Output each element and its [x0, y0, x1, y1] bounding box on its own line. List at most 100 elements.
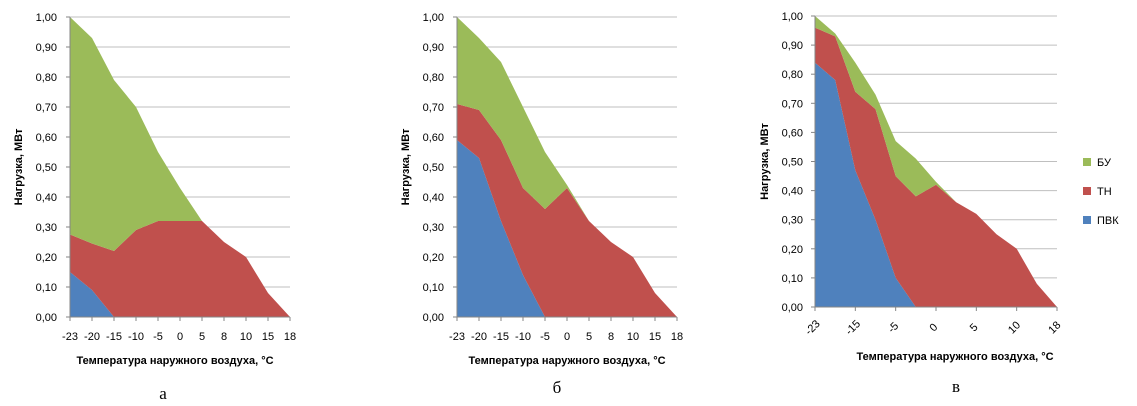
y-tick-label: 0,60 [36, 132, 57, 144]
x-tick-labels: -23 -20 -15 -10 -5 0 5 8 10 15 18 [449, 317, 683, 343]
legend: БУ ТН ПВК [1083, 157, 1119, 227]
y-tick-label: 0,30 [423, 222, 444, 234]
x-tick-label: 18 [1046, 319, 1063, 336]
x-tick-label: -15 [493, 331, 509, 343]
y-tick-label: 0,10 [782, 273, 803, 285]
y-tick-label: 0,30 [782, 215, 803, 227]
x-tick-label: 10 [240, 331, 252, 343]
x-tick-label: -23 [62, 331, 78, 343]
y-tick-label: 0,70 [36, 102, 57, 114]
area-pvk [70, 272, 290, 317]
y-tick-label: 0,40 [782, 186, 803, 198]
y-tick-label: 0,00 [782, 302, 803, 314]
y-tick-label: 0,50 [423, 162, 444, 174]
y-tick-label: 0,80 [423, 72, 444, 84]
x-tick-label: 0 [564, 331, 570, 343]
chart-caption: а [159, 384, 167, 403]
y-tick-label: 1,00 [36, 12, 57, 24]
y-tick-label: 0,80 [36, 72, 57, 84]
areas [70, 17, 290, 317]
x-tick-label: 0 [177, 331, 183, 343]
x-tick-labels: -23 -15 -5 0 5 10 18 [803, 307, 1063, 338]
y-tick-label: 0,60 [423, 132, 444, 144]
y-tick-label: 1,00 [423, 12, 444, 24]
x-tick-label: -23 [449, 331, 465, 343]
x-tick-label: 0 [927, 321, 940, 334]
x-tick-label: 8 [221, 331, 227, 343]
x-tick-label: -20 [84, 331, 100, 343]
y-axis-label: Нагрузка, МВт [13, 128, 25, 205]
x-axis-label: Температура наружного воздуха, °С [76, 355, 273, 367]
y-tick-label: 0,50 [36, 162, 57, 174]
y-tick-label: 0,40 [423, 192, 444, 204]
x-tick-label: -15 [106, 331, 122, 343]
legend-label: ТН [1097, 186, 1112, 198]
y-tick-label: 0,50 [782, 157, 803, 169]
y-tick-label: 0,40 [36, 192, 57, 204]
y-tick-label: 0,20 [423, 252, 444, 264]
y-axis-label: Нагрузка, МВт [759, 123, 771, 200]
y-tick-labels: 0,00 0,10 0,20 0,30 0,40 0,50 0,60 0,70 0,80 0,90… [36, 12, 70, 324]
y-tick-label: 0,90 [36, 42, 57, 54]
x-tick-label: 18 [671, 331, 683, 343]
x-tick-label: -10 [128, 331, 144, 343]
x-tick-label: 5 [199, 331, 205, 343]
chart-3: 0,00 0,10 0,20 0,30 0,40 0,50 0,60 0,70 0,80 0,90… [759, 11, 1063, 396]
legend-swatch [1083, 158, 1091, 166]
x-tick-label: 10 [1006, 319, 1023, 336]
area-tn [70, 221, 290, 317]
area-pvk [815, 62, 1057, 307]
x-tick-label: -23 [803, 318, 823, 338]
y-tick-labels: 0,00 0,10 0,20 0,30 0,40 0,50 0,60 0,70 0,80 0,90… [782, 11, 815, 314]
x-tick-label: -5 [886, 320, 901, 335]
y-tick-labels: 0,00 0,10 0,20 0,30 0,40 0,50 0,60 0,70 0,80 0,90… [423, 12, 457, 324]
y-tick-label: 0,10 [423, 282, 444, 294]
x-tick-label: -20 [471, 331, 487, 343]
y-tick-label: 0,70 [423, 102, 444, 114]
y-tick-label: 0,80 [782, 69, 803, 81]
y-tick-label: 1,00 [782, 11, 803, 23]
y-tick-label: 0,60 [782, 127, 803, 139]
x-tick-label: 18 [284, 331, 296, 343]
chart-caption: в [952, 377, 960, 396]
y-axis-label: Нагрузка, МВт [400, 128, 412, 205]
chart-caption: б [553, 378, 562, 397]
x-tick-label: -15 [843, 318, 863, 338]
y-tick-label: 0,00 [36, 312, 57, 324]
area-bu [815, 16, 1057, 307]
y-tick-label: 0,90 [423, 42, 444, 54]
x-axis-label: Температура наружного воздуха, °С [468, 355, 665, 367]
area-bu [457, 17, 677, 317]
x-tick-label: 15 [649, 331, 661, 343]
chart-2: 0,00 0,10 0,20 0,30 0,40 0,50 0,60 0,70 0,80 0,90… [400, 12, 683, 397]
y-tick-label: 0,30 [36, 222, 57, 234]
y-tick-label: 0,20 [782, 244, 803, 256]
y-tick-label: 0,70 [782, 98, 803, 110]
y-tick-label: 0,90 [782, 40, 803, 52]
y-tick-label: 0,10 [36, 282, 57, 294]
x-tick-labels: -23 -20 -15 -10 -5 0 5 8 10 15 18 [62, 317, 296, 343]
chart-1: 0,00 0,10 0,20 0,30 0,40 0,50 0,60 0,70 0,80 0,90… [13, 12, 296, 403]
x-axis-label: Температура наружного воздуха, °С [856, 351, 1053, 363]
x-tick-label: 5 [586, 331, 592, 343]
area-tn [457, 104, 677, 317]
areas [457, 17, 677, 317]
x-tick-label: -5 [540, 331, 550, 343]
legend-label: ПВК [1097, 215, 1119, 227]
y-tick-label: 0,00 [423, 312, 444, 324]
x-tick-label: 5 [968, 321, 981, 334]
legend-swatch [1083, 187, 1091, 195]
x-tick-label: -10 [515, 331, 531, 343]
legend-swatch [1083, 216, 1091, 224]
x-tick-label: 10 [627, 331, 639, 343]
area-pvk [457, 140, 677, 317]
y-tick-label: 0,20 [36, 252, 57, 264]
areas [815, 16, 1057, 307]
area-tn [815, 27, 1057, 307]
area-bu [70, 17, 290, 317]
legend-label: БУ [1097, 157, 1112, 169]
x-tick-label: -5 [153, 331, 163, 343]
x-tick-label: 15 [262, 331, 274, 343]
x-tick-label: 8 [608, 331, 614, 343]
